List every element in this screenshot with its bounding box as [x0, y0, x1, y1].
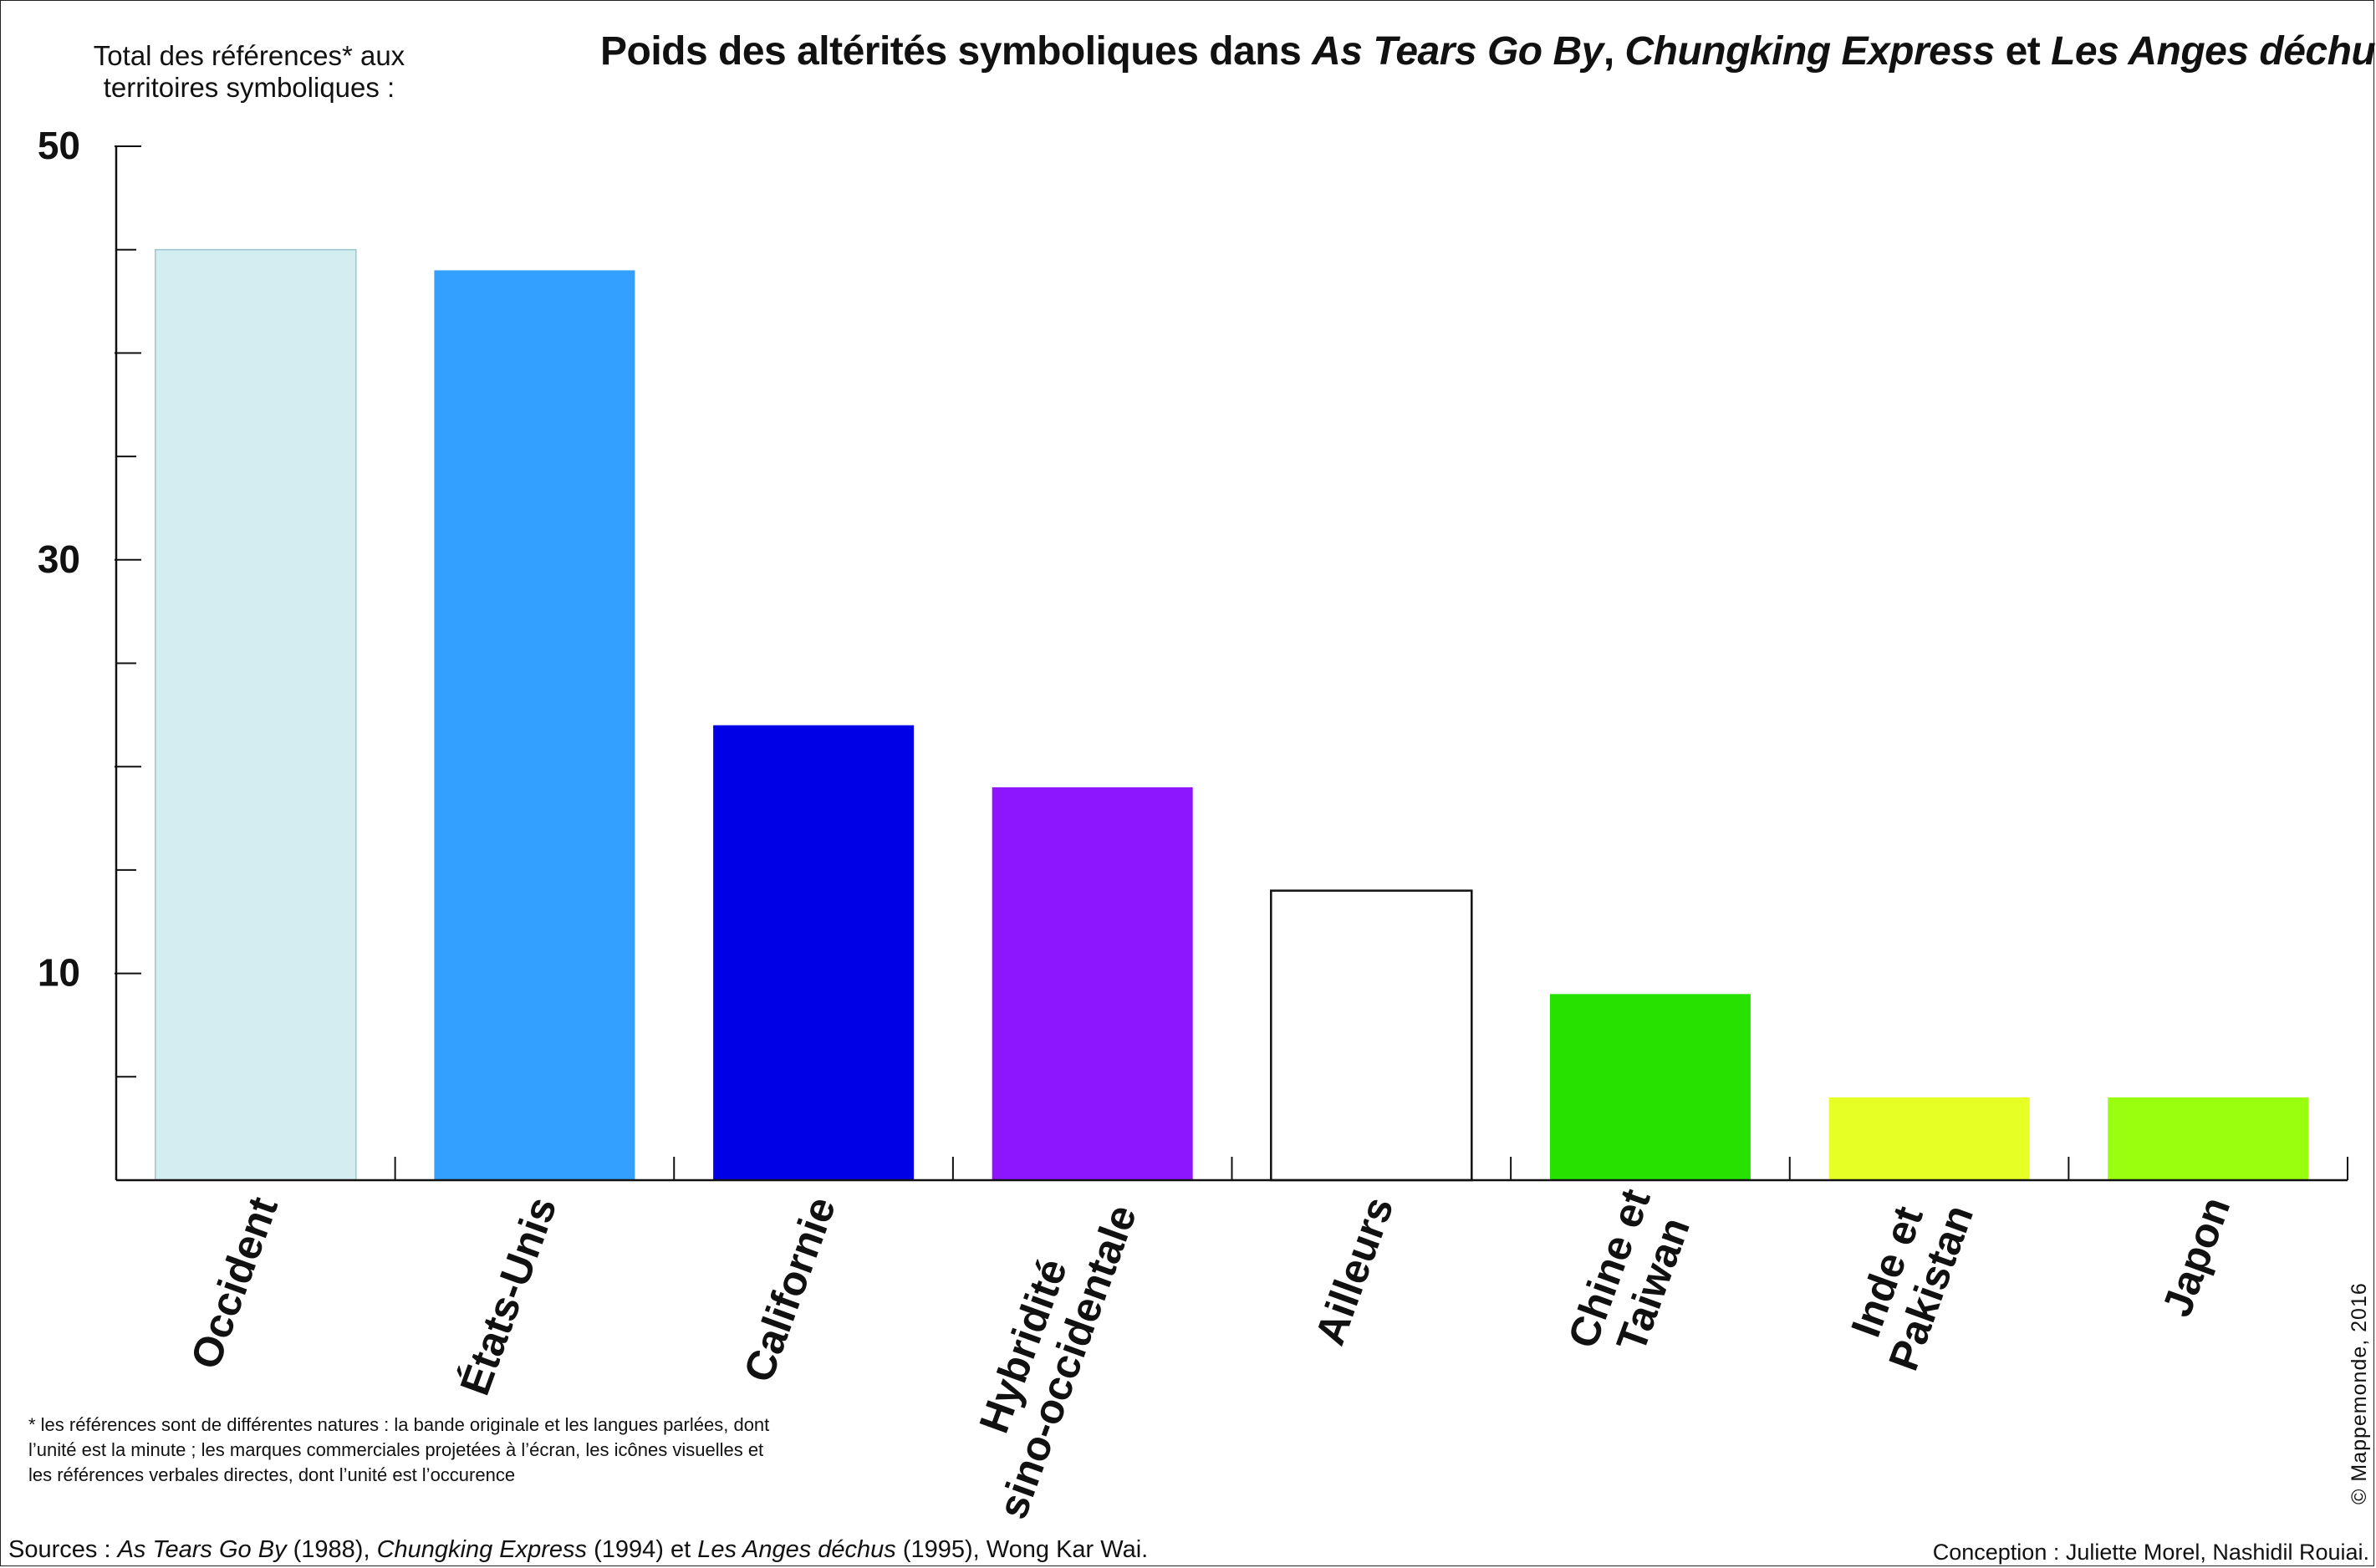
- bar-1: [434, 270, 635, 1180]
- x-tick-label-3: Hybriditésino-occidentale: [945, 1183, 1145, 1525]
- sources-line: Sources : As Tears Go By (1988), Chungki…: [8, 1536, 1149, 1563]
- y-tick-label-10: 10: [38, 951, 80, 995]
- copyright: © Mappemonde, 2016: [2348, 1282, 2371, 1504]
- bar-6: [1828, 1097, 2030, 1180]
- x-tick-label-4: Ailleurs: [1306, 1191, 1402, 1351]
- x-tick-label-5: Chine etTaiwan: [1559, 1183, 1704, 1370]
- bar-0: [155, 248, 357, 1181]
- bar-5: [1549, 994, 1751, 1180]
- chart-title: Poids des altérités symboliques dans As …: [600, 29, 2376, 74]
- bar-7: [2108, 1097, 2309, 1180]
- footnote: * les références sont de différentes nat…: [28, 1414, 770, 1485]
- x-tick-label-6: Inde etPakistan: [1836, 1183, 1983, 1377]
- bar-4: [1270, 889, 1473, 1182]
- x-tick-label-0: Occident: [181, 1190, 287, 1375]
- y-axis-label: Total des références* aux territoires sy…: [93, 40, 405, 103]
- x-tick-label-7: Japon: [2153, 1191, 2239, 1323]
- y-tick-label-30: 30: [38, 537, 80, 581]
- y-tick-label-50: 50: [38, 124, 80, 167]
- bar-2: [713, 725, 915, 1180]
- x-tick-label-1: États-Unis: [451, 1191, 565, 1402]
- bar-3: [992, 787, 1193, 1180]
- x-tick-label-2: Californie: [735, 1191, 844, 1388]
- credits: Conception : Juliette Morel, Nashidil Ro…: [1932, 1540, 2369, 1565]
